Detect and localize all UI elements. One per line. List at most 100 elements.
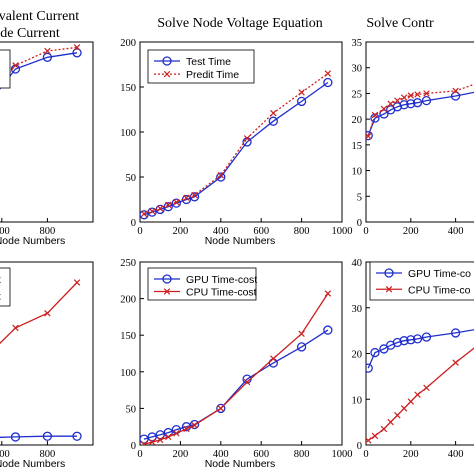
data-point-x	[324, 70, 332, 77]
data-point-x	[44, 47, 51, 55]
legend-box	[369, 261, 474, 301]
data-point-x	[371, 432, 379, 440]
legend-label: -cost	[0, 290, 1, 302]
data-point-x	[414, 91, 421, 98]
y-tick-label: 15	[352, 141, 363, 152]
chart-title: de Current	[0, 26, 60, 41]
data-point-x	[173, 430, 180, 437]
plot-frame	[0, 261, 94, 446]
series-group	[366, 83, 474, 141]
data-point-circle	[392, 337, 403, 348]
legend-marker-circle	[384, 268, 394, 278]
data-point-circle	[399, 336, 409, 346]
data-point-x	[148, 438, 156, 445]
data-point-circle	[379, 109, 389, 119]
series-line-blue	[367, 91, 474, 136]
data-point-x	[165, 201, 172, 209]
data-point-x	[366, 132, 372, 140]
y-tick-label: 35	[352, 38, 363, 49]
y-tick-label: 0	[357, 218, 362, 229]
data-point-x	[217, 171, 225, 179]
y-tick-label: 150	[120, 83, 136, 94]
data-point-circle	[412, 98, 423, 108]
legend-label: -cost	[0, 274, 1, 286]
data-point-circle	[140, 210, 149, 220]
data-point-circle	[72, 431, 82, 441]
data-point-x	[270, 355, 277, 362]
legend-box	[147, 267, 257, 301]
chart-title: Solve Node Voltage Equation	[157, 16, 323, 31]
data-point-x	[452, 87, 459, 95]
x-tick-label: 800	[40, 226, 56, 237]
data-point-x	[394, 412, 401, 419]
panel-top-right: 0 5 10 15 20 25 30 35 0 200 400 Solve Contr	[352, 16, 474, 237]
x-axis-label: Node Numbers	[0, 235, 65, 247]
legend-marker-circle	[162, 56, 172, 66]
x-tick-label: 200	[403, 449, 419, 460]
legend: -cost -cost	[0, 267, 11, 307]
data-point-circle	[370, 347, 380, 358]
data-point-x	[423, 384, 430, 392]
y-tick-label: 50	[126, 173, 137, 184]
data-point-circle	[399, 100, 409, 110]
data-point-circle	[189, 419, 200, 430]
data-point-x	[140, 441, 148, 445]
panel-bottom-middle: 0 50 100 150 200 250 0 200 400 600 800 1000 Node Num…	[120, 258, 352, 470]
data-point-x	[366, 437, 372, 444]
series-line-red	[0, 282, 78, 345]
x-axis-label: Node Numbers	[205, 235, 276, 247]
x-tick-label: 200	[403, 226, 419, 237]
data-point-x	[73, 279, 81, 286]
y-tick-label: 0	[131, 441, 136, 452]
series-group	[140, 290, 333, 445]
y-tick-label: 5	[357, 192, 362, 203]
y-tick-label: 250	[120, 258, 136, 269]
data-point-x	[380, 425, 388, 433]
y-tick-label: 0	[131, 218, 136, 229]
data-point-circle	[421, 332, 432, 342]
legend-label: GPU Time-cost	[186, 274, 257, 286]
data-point-x	[140, 210, 148, 218]
x-tick-label: 1000	[332, 449, 353, 460]
x-tick-label: 1000	[332, 226, 353, 237]
y-tick-label: 200	[120, 38, 136, 49]
chart-title: quivalent Current	[0, 9, 79, 24]
data-point-x	[156, 205, 164, 212]
data-point-x	[183, 425, 190, 433]
data-point-circle	[296, 96, 307, 107]
legend-marker-circle	[162, 274, 172, 284]
x-tick-label: 600	[253, 449, 269, 460]
panel-top-left: 600 800 quivalent Current de Current Node Nu…	[0, 9, 94, 247]
data-point-x	[414, 391, 421, 398]
series-group	[0, 44, 82, 90]
y-tick-label: 20	[352, 115, 363, 126]
data-point-x	[148, 207, 156, 215]
data-point-x	[173, 198, 180, 206]
data-point-x	[191, 191, 198, 199]
data-point-x	[165, 433, 172, 441]
data-point-circle	[366, 363, 373, 373]
x-tick-label: 800	[294, 226, 310, 237]
series-group	[140, 70, 333, 220]
data-point-x	[407, 92, 415, 99]
data-point-circle	[412, 334, 423, 344]
x-tick-label: 800	[40, 449, 56, 460]
y-tick-label: 30	[352, 64, 363, 75]
legend-marker-x	[385, 286, 393, 293]
data-point-x	[394, 97, 401, 104]
data-point-circle	[296, 342, 307, 352]
data-point-circle	[42, 431, 53, 441]
y-tick-label: 0	[357, 441, 362, 452]
data-point-circle	[421, 95, 432, 106]
x-tick-label: 600	[0, 449, 10, 460]
x-tick-label: 0	[363, 226, 368, 237]
data-point-x	[324, 290, 332, 297]
series-line-red	[143, 293, 329, 445]
data-point-x	[183, 194, 190, 201]
data-point-x	[298, 330, 305, 337]
x-axis-label: Node Numbers	[205, 458, 276, 470]
y-tick-label: 25	[352, 89, 363, 100]
